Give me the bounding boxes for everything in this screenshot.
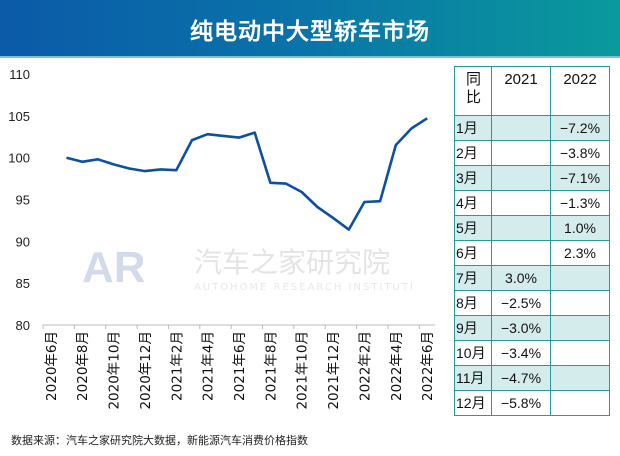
value-cell (550, 390, 610, 416)
month-cell: 3月 (454, 165, 492, 191)
y-tick-label: 80 (16, 318, 30, 333)
x-tick-label: 2020年8月 (75, 331, 91, 401)
y-tick-label: 100 (8, 151, 30, 166)
value-cell (550, 340, 610, 366)
month-cell: 8月 (454, 290, 492, 316)
x-tick-label: 2021年12月 (326, 331, 342, 410)
table-header-cell: 2021 (491, 66, 551, 116)
y-tick-label: 85 (16, 276, 30, 291)
page-title: 纯电动中大型轿车市场 (190, 19, 430, 45)
watermark-name: 汽车之家研究院 (194, 246, 390, 279)
value-cell (491, 240, 551, 266)
x-tick-label: 2021年6月 (232, 331, 248, 401)
x-tick-label: 2020年10月 (107, 331, 123, 410)
value-cell (550, 265, 610, 291)
x-tick-label: 2021年2月 (169, 331, 185, 401)
table-row: 8月 −2.5% (454, 290, 610, 316)
series-line (66, 117, 428, 231)
table-row: 9月 −3.0% (454, 315, 610, 341)
table-row: 6月 2.3% (454, 240, 610, 266)
value-cell (491, 165, 551, 191)
value-cell: −2.5% (491, 290, 551, 316)
watermark-logo: AR (82, 243, 146, 292)
month-cell: 10月 (454, 340, 492, 366)
value-cell: −7.1% (550, 165, 610, 191)
table-row: 4月 −1.3% (454, 190, 610, 216)
value-cell: −3.0% (491, 315, 551, 341)
value-cell: −3.4% (491, 340, 551, 366)
value-cell: −5.8% (491, 390, 551, 416)
table-row: 12月 −5.8% (454, 390, 610, 416)
x-tick-label: 2022年4月 (389, 331, 405, 401)
x-tick-label: 2021年8月 (263, 331, 279, 401)
x-tick-label: 2021年4月 (201, 331, 217, 401)
value-cell (491, 215, 551, 241)
value-cell (550, 315, 610, 341)
table-row: 5月 1.0% (454, 215, 610, 241)
title-bar: 纯电动中大型轿车市场 (0, 0, 620, 58)
month-cell: 2月 (454, 140, 492, 166)
value-cell: 2.3% (550, 240, 610, 266)
x-tick-label: 2020年6月 (44, 331, 60, 401)
table-header-cell: 同 比 (454, 66, 492, 116)
watermark-subtitle: AUTOHOME RESEARCH INSTITUTE (194, 282, 412, 293)
month-cell: 4月 (454, 190, 492, 216)
month-cell: 7月 (454, 265, 492, 291)
value-cell (491, 140, 551, 166)
value-cell: −1.3% (550, 190, 610, 216)
value-cell (491, 190, 551, 216)
value-cell (491, 115, 551, 141)
x-tick-label: 2020年12月 (138, 331, 154, 410)
table-row: 3月 −7.1% (454, 165, 610, 191)
table-header-row: 同 比 2021 2022 (454, 66, 610, 116)
value-cell (550, 290, 610, 316)
table-row: 11月 −4.7% (454, 365, 610, 391)
value-cell (550, 365, 610, 391)
month-cell: 6月 (454, 240, 492, 266)
y-tick-label: 90 (16, 234, 30, 249)
value-cell: −4.7% (491, 365, 551, 391)
x-tick-label: 2021年10月 (295, 331, 311, 410)
x-tick-label: 2022年2月 (357, 331, 373, 401)
month-cell: 5月 (454, 215, 492, 241)
month-cell: 12月 (454, 390, 492, 416)
x-tick-label: 2022年6月 (420, 331, 436, 401)
table-row: 1月 −7.2% (454, 115, 610, 141)
month-cell: 1月 (454, 115, 492, 141)
y-tick-label: 95 (16, 193, 30, 208)
value-cell: −7.2% (550, 115, 610, 141)
table-header-cell: 2022 (550, 66, 610, 116)
value-cell: 3.0% (491, 265, 551, 291)
line-chart: 80 85 90 95 100 105 110 2020年6月 2020年8月 2020年10月 2… (8, 67, 436, 410)
table-row: 2月 −3.8% (454, 140, 610, 166)
table-row: 7月 3.0% (454, 265, 610, 291)
table-row: 10月 −3.4% (454, 340, 610, 366)
data-source-note: 数据来源：汽车之家研究院大数据，新能源汽车消费价格指数 (11, 434, 308, 447)
value-cell: 1.0% (550, 215, 610, 241)
y-tick-label: 110 (9, 67, 30, 82)
value-cell: −3.8% (550, 140, 610, 166)
y-tick-label: 105 (8, 109, 30, 124)
month-cell: 9月 (454, 315, 492, 341)
yoy-table: 同 比 2021 2022 1月 −7.2% 2月 −3.8% 3月 −7.1% 4月 −1.3% 5… (454, 66, 610, 416)
month-cell: 11月 (454, 365, 492, 391)
watermark: AR 汽车之家研究院 AUTOHOME RESEARCH INSTITUTE (82, 243, 412, 293)
